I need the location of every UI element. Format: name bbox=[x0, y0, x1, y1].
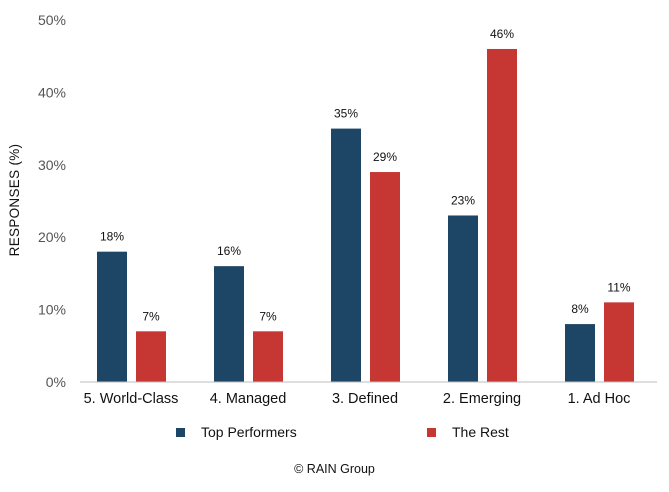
data-label: 35% bbox=[334, 107, 358, 121]
y-axis-ticks: 0% 10% 20% 30% 40% 50% bbox=[38, 12, 66, 390]
data-label: 23% bbox=[451, 193, 475, 207]
data-label: 29% bbox=[373, 150, 397, 164]
data-label: 8% bbox=[571, 302, 589, 316]
x-category-label: 5. World-Class bbox=[84, 391, 179, 407]
data-label: 18% bbox=[100, 230, 124, 244]
y-tick-label: 10% bbox=[38, 302, 66, 318]
bar-the-rest bbox=[136, 331, 166, 382]
x-axis-categories: 5. World-Class 4. Managed 3. Defined 2. Eme… bbox=[84, 391, 631, 407]
y-axis-label: RESPONSES (%) bbox=[7, 144, 22, 257]
data-label: 46% bbox=[490, 27, 514, 41]
x-category-label: 4. Managed bbox=[210, 391, 287, 407]
bar-top-performers bbox=[97, 251, 127, 382]
legend-item-top-performers: Top Performers bbox=[176, 424, 297, 440]
legend-label-the-rest: The Rest bbox=[452, 424, 509, 440]
y-tick-label: 40% bbox=[38, 84, 66, 100]
bar-the-rest bbox=[370, 172, 400, 382]
bar-the-rest bbox=[487, 48, 517, 383]
legend: Top Performers The Rest bbox=[0, 424, 669, 446]
data-label: 16% bbox=[217, 244, 241, 258]
y-tick-label: 50% bbox=[38, 12, 66, 28]
bar-top-performers bbox=[448, 215, 478, 382]
x-category-label: 3. Defined bbox=[332, 391, 398, 407]
x-category-label: 2. Emerging bbox=[443, 391, 521, 407]
data-label: 7% bbox=[142, 309, 160, 323]
legend-swatch-top-performers bbox=[176, 427, 185, 437]
data-label: 7% bbox=[259, 309, 277, 323]
bar-the-rest bbox=[253, 331, 283, 382]
legend-label-top-performers: Top Performers bbox=[201, 424, 297, 440]
legend-swatch-the-rest bbox=[427, 427, 436, 437]
bars: 18% 7% 16% 7% 35% 29% 23% 46% 8% 11% bbox=[97, 27, 634, 383]
bar-top-performers bbox=[565, 324, 595, 382]
x-category-label: 1. Ad Hoc bbox=[568, 391, 631, 407]
bar-top-performers bbox=[214, 266, 244, 382]
y-tick-label: 20% bbox=[38, 229, 66, 245]
copyright-credit: © RAIN Group bbox=[294, 462, 375, 476]
y-tick-label: 0% bbox=[46, 374, 66, 390]
bar-the-rest bbox=[604, 302, 634, 382]
data-label: 11% bbox=[607, 280, 630, 294]
y-tick-label: 30% bbox=[38, 157, 66, 173]
bar-top-performers bbox=[331, 128, 361, 382]
legend-item-the-rest: The Rest bbox=[427, 424, 509, 440]
